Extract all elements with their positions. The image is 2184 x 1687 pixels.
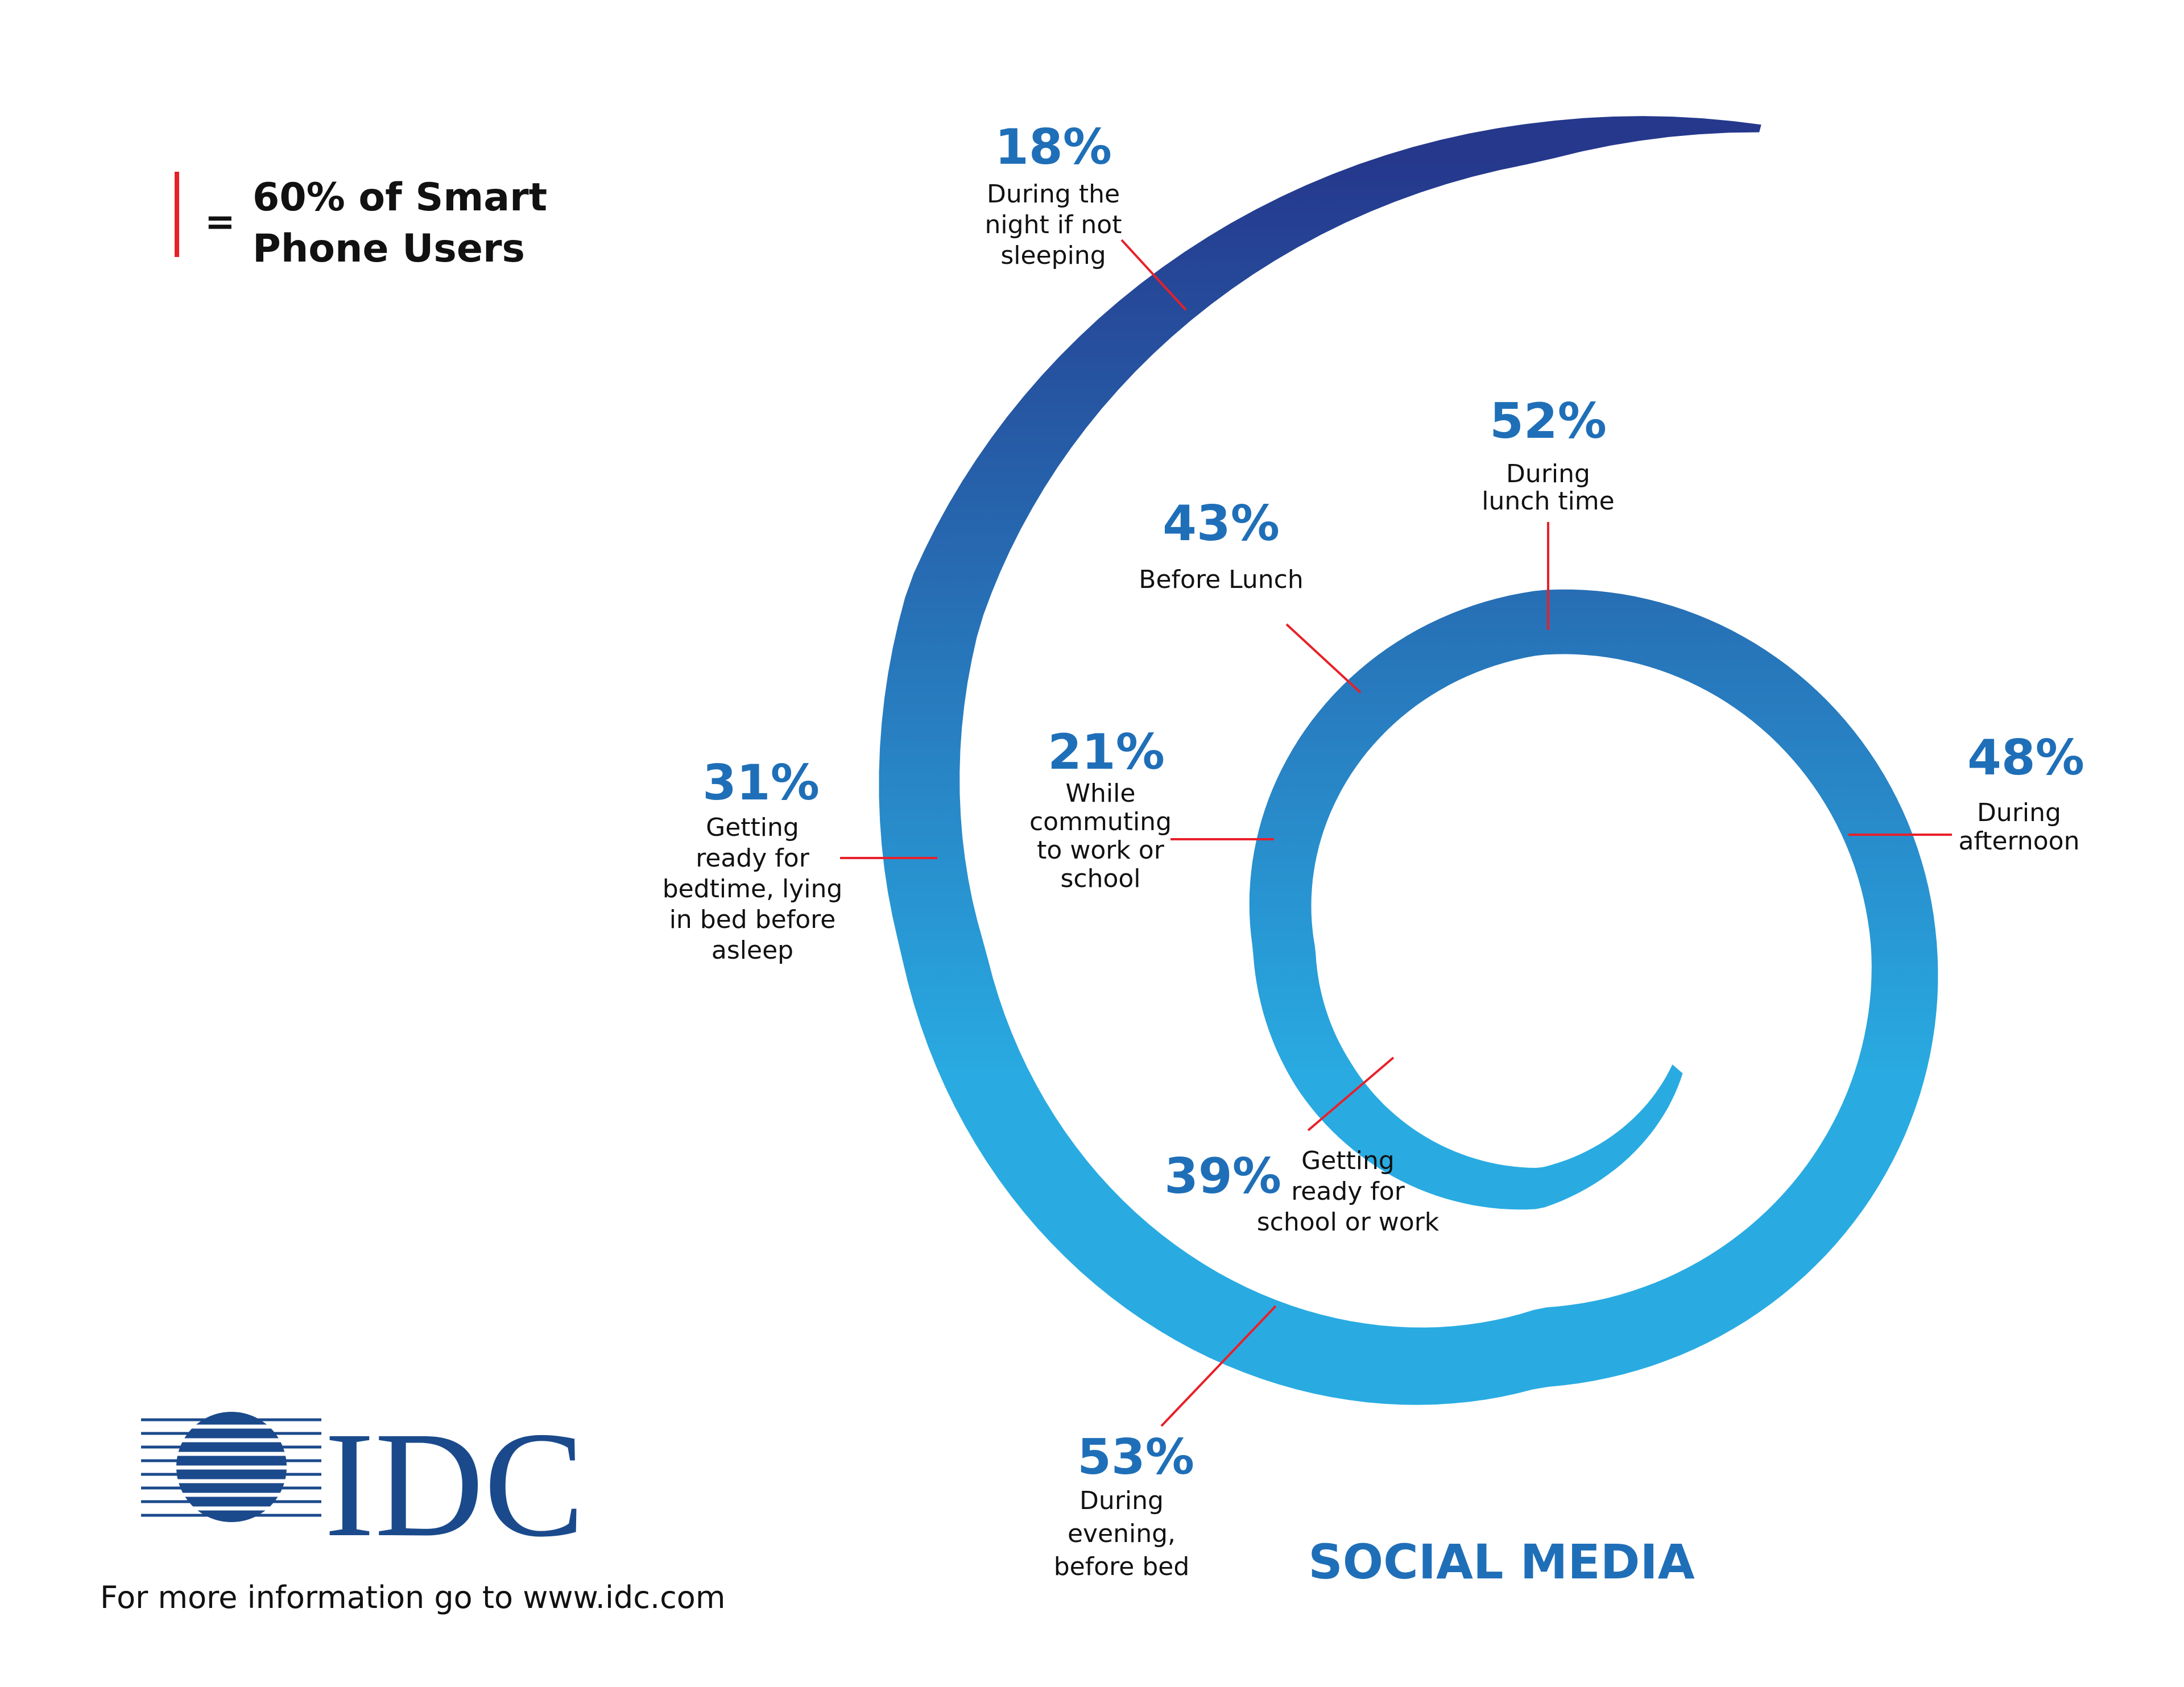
category-label-line: Before Lunch [1139,565,1303,594]
idc-logo: IDC [141,1400,585,1568]
idc-logo-text: IDC [324,1400,585,1568]
value-label: 18% [995,119,1112,176]
category-label-line: afternoon [1959,827,2080,856]
category-label-line: asleep [712,936,793,965]
value-label: 48% [1967,729,2084,786]
leader-line [1307,1056,1395,1131]
category-label-line: During [1977,798,2061,827]
footer-text: For more information go to www.idc.com [100,1580,725,1615]
category-label-line: bedtime, lying [663,874,843,903]
value-label: 43% [1163,495,1280,552]
category-label-line: ready for [696,844,810,873]
value-label: 39% [1164,1148,1281,1205]
legend-text-line1: 60% of Smart [253,175,547,220]
category-label-line: lunch time [1482,487,1614,516]
leader-line [1120,239,1187,311]
category-label-line: Getting [706,813,799,842]
legend-text-line2: Phone Users [253,226,525,271]
category-label-line: sleeping [1000,241,1106,270]
category-label-line: in bed before [669,905,836,934]
value-label: 52% [1490,393,1607,450]
category-label-line: While [1066,779,1136,808]
category-label-line: During [1506,459,1590,488]
legend: = 60% of Smart Phone Users [175,172,547,271]
category-label-line: commuting [1029,807,1172,836]
category-label-line: to work or [1037,836,1165,865]
idc-logo-globe [141,1412,321,1522]
category-label-line: evening, [1068,1519,1176,1548]
category-label-line: school or work [1257,1208,1440,1237]
category-label-line: night if not [985,210,1122,239]
callout-53-percent: 53%During evening, before bed [1054,1305,1277,1581]
value-label: 53% [1077,1429,1194,1486]
category-label-line: During [1079,1486,1164,1515]
category-label-line: During the [987,180,1120,209]
category-label-line: ready for [1291,1177,1405,1206]
value-label: 21% [1048,724,1165,781]
category-label-line: before bed [1054,1552,1190,1581]
category-label-line: Getting [1301,1146,1395,1175]
category-label-line: school [1060,864,1140,893]
leader-line [1160,1305,1277,1427]
value-label: 31% [702,755,820,811]
chart-title: SOCIAL MEDIA [1308,1534,1695,1590]
callout-43-percent: 43% Before Lunch [1139,495,1362,694]
leader-line [1285,623,1362,694]
spiral-band [879,116,1938,1405]
legend-equals: = [205,201,235,243]
